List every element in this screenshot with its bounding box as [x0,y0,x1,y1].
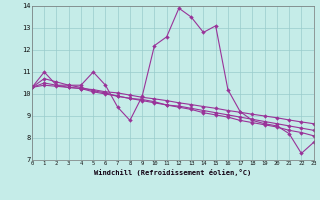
X-axis label: Windchill (Refroidissement éolien,°C): Windchill (Refroidissement éolien,°C) [94,169,252,176]
